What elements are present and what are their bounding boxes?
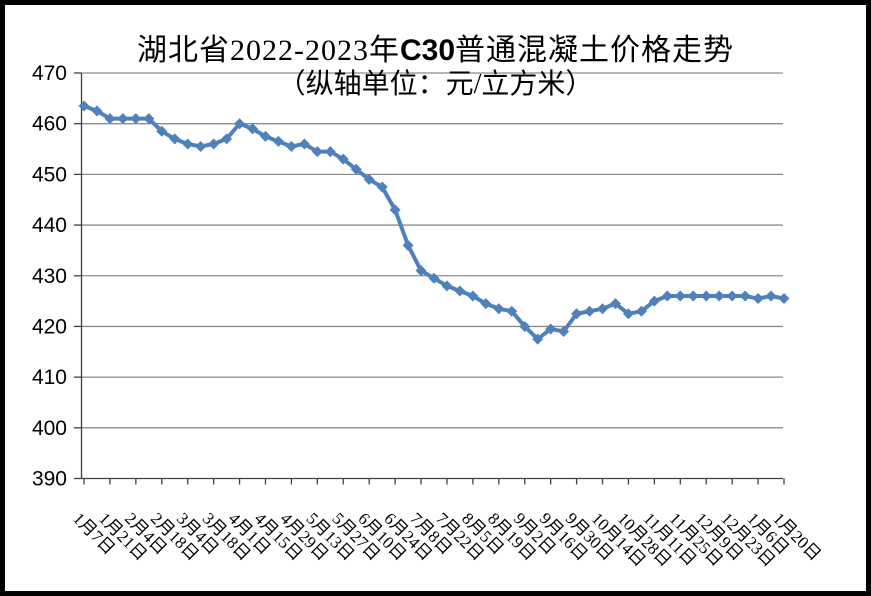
data-point-marker [545,323,557,335]
data-point-marker [661,290,673,302]
data-point-marker [622,308,634,320]
data-point-marker [700,290,712,302]
data-point-marker [324,146,336,158]
chart-title-c30: C30 [399,34,456,67]
data-point-marker [259,130,271,142]
chart-title: 湖北省2022-2023年C30普通混凝土价格走势 [5,25,866,69]
data-point-marker [350,163,362,175]
y-axis-label: 430 [32,265,67,288]
y-axis-label: 390 [32,468,67,491]
data-point-marker [467,290,479,302]
data-point-marker [298,138,310,150]
data-point-marker [389,204,401,216]
data-point-marker [130,113,142,125]
chart-subtitle: （纵轴单位：元/立方米） [277,69,594,100]
data-point-marker [285,140,297,152]
chart-title-prefix: 湖北省2022-2023年 [136,34,400,67]
data-point-marker [532,333,544,345]
data-point-marker [117,113,129,125]
y-axis-label: 410 [32,366,67,389]
data-point-marker [91,105,103,117]
y-axis-label: 440 [32,214,67,237]
data-point-marker [506,305,518,317]
data-point-marker [519,320,531,332]
data-point-marker [195,140,207,152]
data-point-marker [687,290,699,302]
chart-title-suffix: 普通混凝土价格走势 [455,34,735,67]
y-axis-label: 470 [32,62,67,85]
data-point-marker [648,295,660,307]
data-point-marker [337,153,349,165]
data-point-marker [480,298,492,310]
data-point-marker [78,100,90,112]
data-point-marker [609,298,621,310]
data-point-marker [272,135,284,147]
data-point-marker [752,293,764,305]
data-point-marker [182,138,194,150]
data-point-marker [765,290,777,302]
data-point-marker [402,239,414,251]
data-point-marker [415,265,427,277]
data-point-marker [584,305,596,317]
data-point-marker [713,290,725,302]
data-point-marker [739,290,751,302]
data-point-marker [311,146,323,158]
data-point-marker [208,138,220,150]
data-point-marker [571,308,583,320]
data-point-marker [454,285,466,297]
y-axis-label: 400 [32,417,67,440]
y-axis-label: 450 [32,163,67,186]
data-point-marker [441,280,453,292]
data-point-marker [493,303,505,315]
data-point-marker [597,303,609,315]
data-point-marker [726,290,738,302]
data-point-marker [428,272,440,284]
y-axis-label: 460 [32,113,67,136]
data-point-marker [558,326,570,338]
data-point-marker [674,290,686,302]
data-point-marker [635,305,647,317]
data-point-marker [247,123,259,135]
data-point-marker [221,133,233,145]
data-point-marker [234,118,246,130]
data-point-marker [169,133,181,145]
data-point-marker [376,181,388,193]
line-chart-plot: 3904004104204304404504604701月7日1月21日2月4日… [32,62,825,570]
y-axis-label: 420 [32,315,67,338]
data-point-marker [363,173,375,185]
data-point-marker [778,293,790,305]
data-point-marker [104,113,116,125]
data-point-marker [143,113,155,125]
